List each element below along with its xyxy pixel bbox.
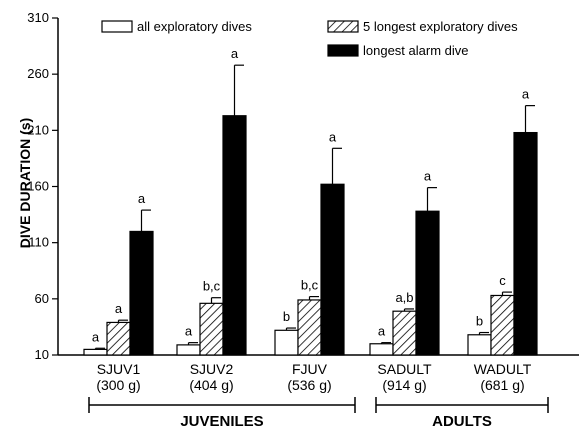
significance-letter: a	[231, 46, 239, 61]
significance-letter: a	[92, 329, 100, 344]
category-mass-label: (404 g)	[189, 377, 233, 393]
bar-longest-alarm-dive	[320, 183, 345, 356]
bar-5-longest-exploratory-dives	[392, 310, 417, 356]
group-label: JUVENILES	[180, 413, 263, 430]
significance-letter: a	[424, 169, 432, 184]
category-label: SJUV1	[97, 361, 141, 377]
y-tick-label: 60	[35, 291, 49, 306]
significance-letter: b,c	[203, 279, 221, 294]
bar-longest-alarm-dive	[513, 131, 538, 356]
category-label: SADULT	[377, 361, 432, 377]
legend-swatch-longest-alarm-dive	[327, 44, 359, 57]
significance-letter: b	[476, 314, 483, 329]
category-mass-label: (914 g)	[382, 377, 426, 393]
significance-letter: a	[329, 129, 337, 144]
legend-label: 5 longest exploratory dives	[363, 19, 518, 34]
significance-letter: a	[522, 87, 530, 102]
bar-5-longest-exploratory-dives	[297, 299, 322, 356]
significance-letter: c	[499, 273, 506, 288]
category-mass-label: (300 g)	[96, 377, 140, 393]
bar-longest-alarm-dive	[415, 210, 440, 356]
significance-letter: a,b	[395, 290, 413, 305]
y-tick-label: 110	[28, 235, 49, 250]
category-label: FJUV	[292, 361, 328, 377]
bar-all-exploratory-dives	[83, 348, 108, 356]
significance-letter: b	[283, 309, 290, 324]
bar-all-exploratory-dives	[369, 343, 394, 356]
significance-letter: a	[185, 324, 193, 339]
y-tick-label: 310	[27, 10, 49, 25]
significance-letter: a	[115, 301, 123, 316]
significance-letter: b,c	[301, 278, 319, 293]
bar-longest-alarm-dive	[129, 230, 154, 356]
legend-swatch-all-exploratory-dives	[101, 20, 133, 33]
category-mass-label: (536 g)	[287, 377, 331, 393]
y-tick-label: 160	[27, 179, 49, 194]
group-label: ADULTS	[432, 413, 492, 430]
legend-swatch-5-longest-exploratory-dives	[327, 20, 359, 33]
significance-letter: a	[378, 324, 386, 339]
legend-label: longest alarm dive	[363, 43, 469, 58]
y-tick-label: 10	[35, 347, 49, 362]
legend-label: all exploratory dives	[137, 19, 252, 34]
bar-all-exploratory-dives	[274, 329, 299, 356]
y-tick-label: 260	[27, 66, 49, 81]
bar-5-longest-exploratory-dives	[106, 321, 131, 356]
bar-longest-alarm-dive	[222, 115, 247, 356]
bar-all-exploratory-dives	[467, 334, 492, 356]
bar-all-exploratory-dives	[176, 344, 201, 356]
category-label: SJUV2	[190, 361, 234, 377]
y-tick-label: 210	[27, 122, 49, 137]
significance-letter: a	[138, 191, 146, 206]
category-label: WADULT	[474, 361, 532, 377]
y-axis-title: DIVE DURATION (s)	[17, 118, 33, 248]
bar-5-longest-exploratory-dives	[199, 302, 224, 356]
bar-5-longest-exploratory-dives	[490, 294, 515, 356]
category-mass-label: (681 g)	[480, 377, 524, 393]
